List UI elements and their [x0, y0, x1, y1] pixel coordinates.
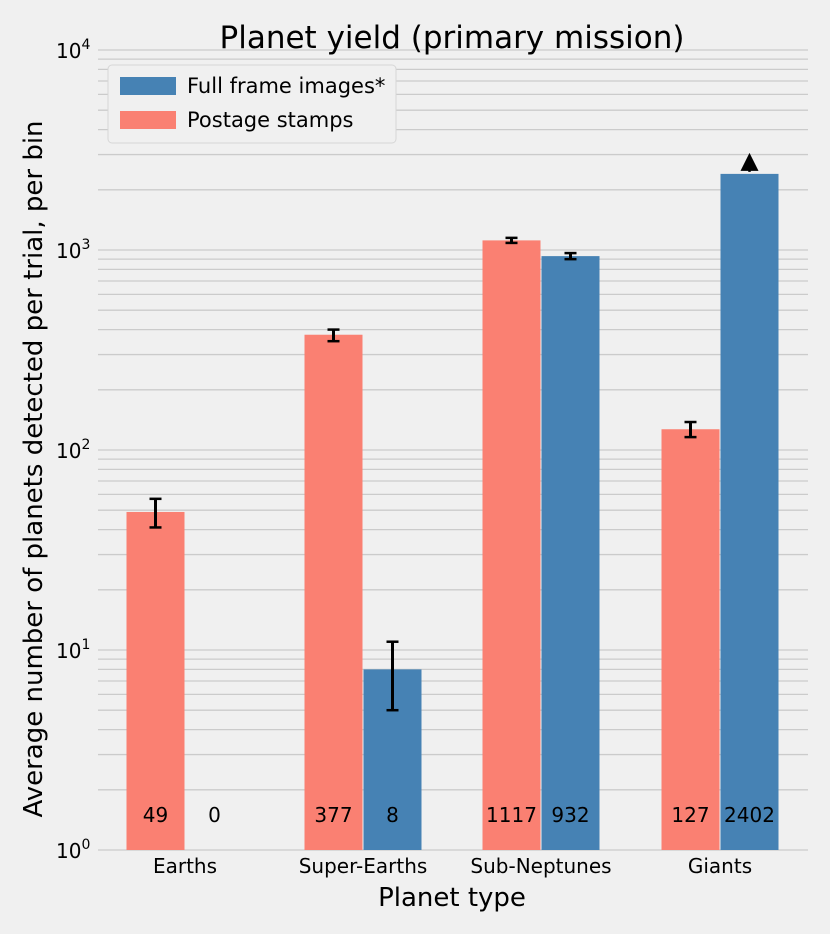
error-bars	[149, 152, 759, 712]
y-tick-base: 10	[56, 239, 81, 263]
x-tick-label: Sub-Neptunes	[470, 854, 611, 878]
data-labels: 49 0 377 8 1117 932 127 2402	[143, 803, 775, 827]
bar-full-frame-images	[541, 256, 600, 850]
data-label: 377	[314, 803, 352, 827]
y-tick-exponent: 3	[81, 237, 90, 253]
data-label: 932	[551, 803, 589, 827]
legend-swatch-full-frame	[120, 77, 176, 95]
legend-label-full-frame: Full frame images*	[187, 74, 385, 98]
bar-postage-stamps	[304, 334, 363, 851]
x-tick-label: Earths	[153, 854, 217, 878]
y-tick-label: 100	[56, 837, 90, 863]
data-label: 1117	[486, 803, 537, 827]
y-tick-label: 104	[56, 37, 90, 63]
bar-postage-stamps	[661, 429, 720, 850]
y-tick-label: 102	[56, 437, 90, 463]
chart-title: Planet yield (primary mission)	[220, 20, 685, 56]
legend-swatch-postage-stamps	[120, 111, 176, 129]
y-tick-base: 10	[56, 39, 81, 63]
data-label: 127	[671, 803, 709, 827]
y-tick-exponent: 1	[81, 637, 90, 653]
data-label: 8	[386, 803, 399, 827]
lower-limit-arrow-icon	[740, 152, 759, 171]
y-tick-base: 10	[56, 439, 81, 463]
data-label: 0	[208, 803, 221, 827]
y-tick-base: 10	[56, 639, 81, 663]
legend-label-postage-stamps: Postage stamps	[187, 108, 354, 132]
y-tick-exponent: 0	[81, 837, 90, 853]
bar-postage-stamps	[126, 511, 185, 850]
y-tick-exponent: 4	[81, 37, 90, 53]
y-tick-label: 101	[56, 637, 90, 663]
x-tick-label: Giants	[688, 854, 752, 878]
data-label: 2402	[724, 803, 775, 827]
data-label: 49	[143, 803, 168, 827]
legend-box	[107, 64, 397, 144]
bars	[126, 173, 779, 851]
legend: Full frame images* Postage stamps	[107, 64, 397, 144]
y-tick-exponent: 2	[81, 437, 90, 453]
y-tick-base: 10	[56, 839, 81, 863]
y-tick-label: 103	[56, 237, 90, 263]
y-axis-label: Average number of planets detected per t…	[19, 120, 49, 817]
x-tick-labels: Earths Super-Earths Sub-Neptunes Giants	[153, 854, 752, 878]
x-axis-label: Planet type	[378, 883, 526, 913]
x-tick-label: Super-Earths	[299, 854, 428, 878]
bar-postage-stamps	[482, 240, 541, 851]
bar-full-frame-images	[720, 173, 779, 851]
